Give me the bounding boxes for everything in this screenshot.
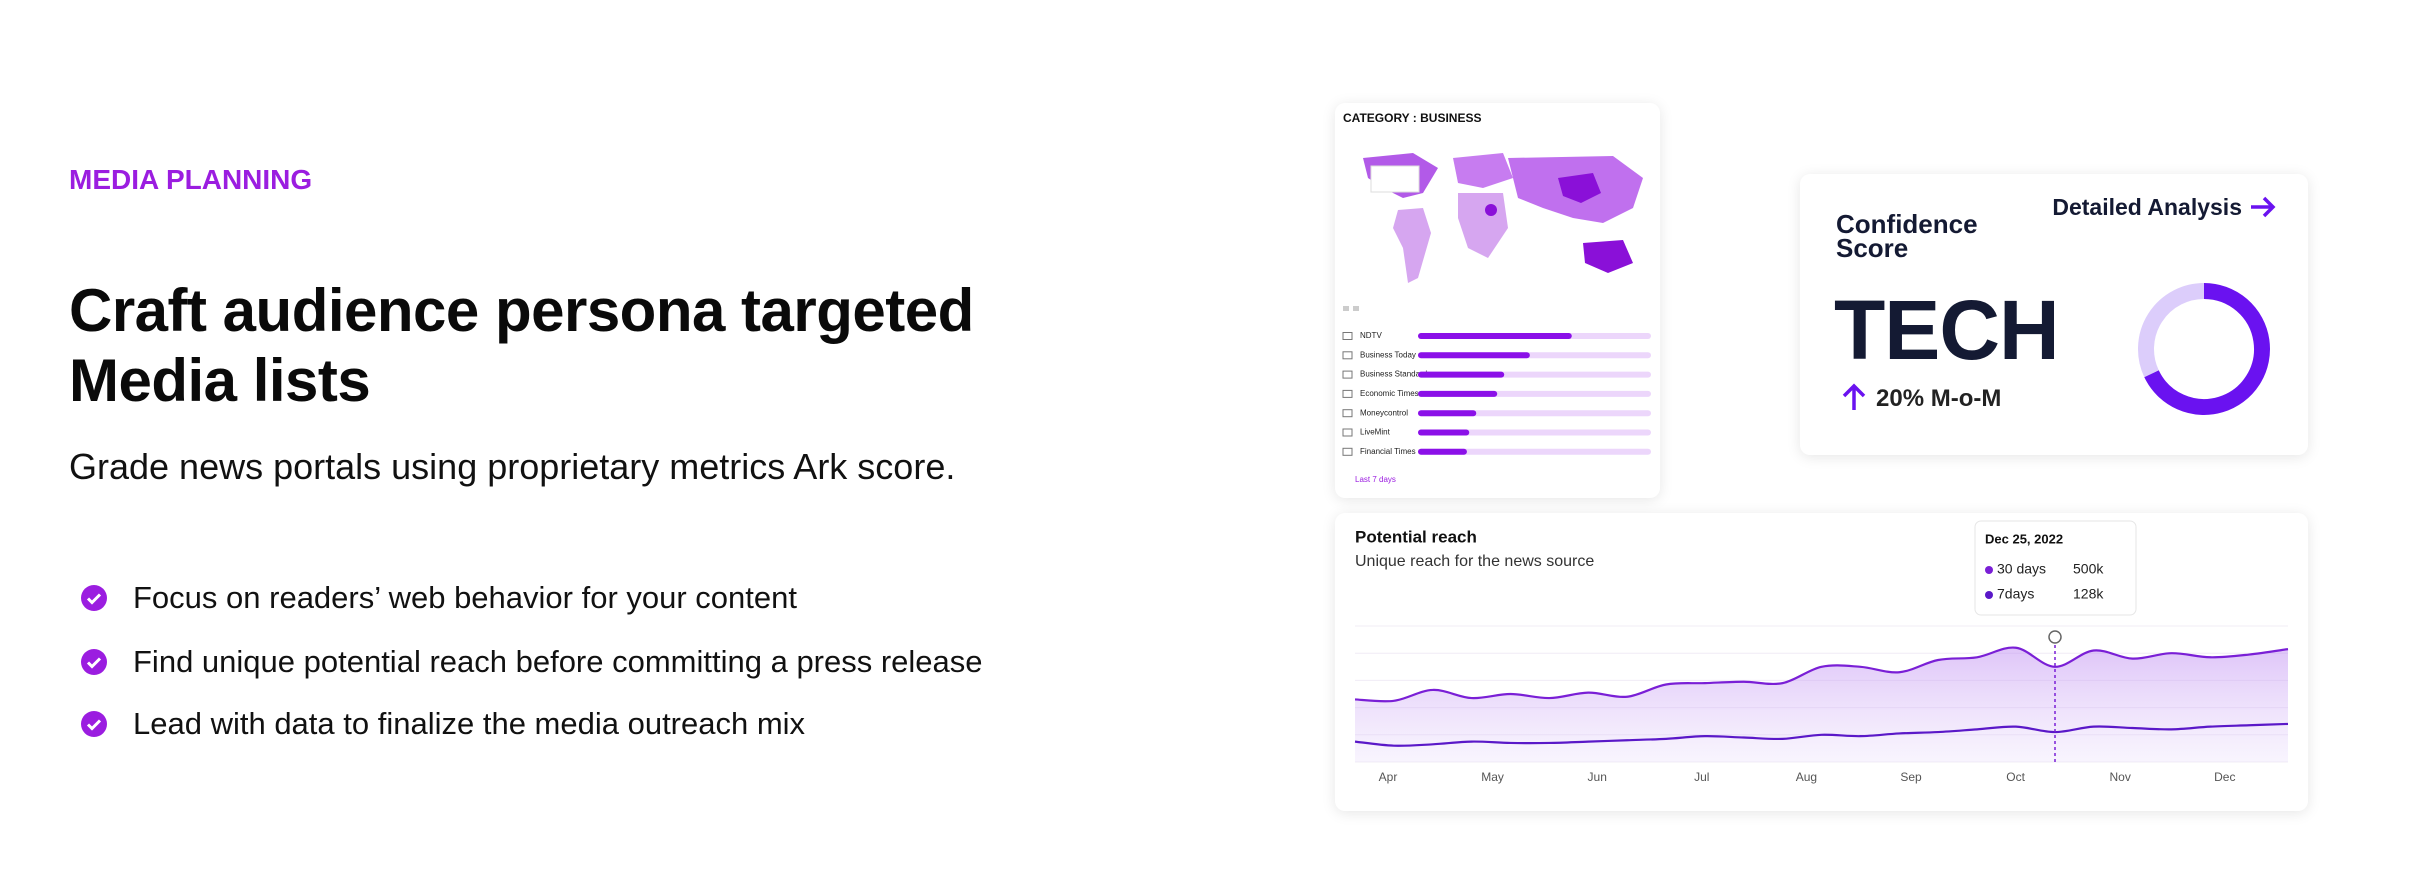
world-map [1363,153,1643,283]
tooltip [1974,520,2137,616]
card-title: CATEGORY : BUSINESS [1343,111,1481,125]
feature-text: Focus on readers’ web behavior for your … [133,580,797,615]
bar-track [1418,448,1651,455]
reach-card: Potential reach Unique reach for the new… [1335,513,2308,811]
confidence-card: Confidence Score Detailed Analysis TECH … [1800,174,2308,455]
row-label: Business Today [1360,350,1416,359]
row-icon [1342,428,1353,437]
row-label: LiveMint [1360,428,1391,437]
bar [1418,410,1477,417]
bar [1418,429,1470,436]
x-tick-label: Jul [1694,770,1709,784]
bar-chart: CATEGORY : BUSINESS Last 7 days NDTV Busi… [1342,111,1651,484]
footer-link[interactable]: Last 7 days [1355,475,1396,484]
bar [1418,352,1530,359]
hover-marker [2048,630,2062,644]
donut-segment [2138,283,2205,378]
bar-track [1418,429,1651,436]
feature-text: Find unique potential reach before commi… [133,644,983,679]
row-label: Business Standard [1360,370,1427,379]
x-tick-label: Nov [2110,770,2131,784]
x-tick-label: Sep [1900,770,1922,784]
category-card: CATEGORY : BUSINESS Last 7 days NDTV Busi… [1335,103,1660,498]
arrow-icon[interactable] [2248,194,2278,220]
bar [1418,390,1498,397]
link[interactable]: Detailed Analysis [2052,194,2242,220]
row-label: Financial Times [1360,447,1416,456]
feature: Lead with data to finalize the media out… [81,706,805,742]
tooltip-dot [1985,591,1993,599]
x-tick-label: Jun [1588,770,1607,784]
row-label: Moneycontrol [1360,408,1408,417]
tooltip-name: 30 days [1997,561,2046,577]
x-tick-label: Oct [2006,770,2025,784]
area [1355,647,2288,762]
card-title: Confidence Score [1836,209,1978,263]
row-icon [1342,332,1353,340]
headline: Craft audience persona targeted Media li… [69,276,974,416]
bar [1418,448,1467,455]
score: TECH [1834,283,2060,377]
subheadline: Grade news portals using proprietary met… [69,446,956,487]
feature: Focus on readers’ web behavior for your … [81,580,797,616]
bar-track [1418,410,1651,417]
feature: Find unique potential reach before commi… [81,644,983,680]
headline-line: Media lists [69,347,371,414]
bar [1418,333,1572,339]
row-icon [1342,389,1353,398]
row-icon [1342,370,1353,379]
eyebrow: MEDIA PLANNING [69,164,313,195]
donut-segment [2144,283,2270,415]
headline-line: Craft audience persona targeted [69,277,974,344]
tooltip-value: 500k [2073,561,2104,577]
line [1354,722,2289,747]
tooltip-date: Dec 25, 2022 [1985,531,2063,546]
tooltip-dot [1985,566,1993,574]
feature-text: Lead with data to finalize the media out… [133,706,806,741]
row-icon [1342,351,1353,360]
row-icon [1342,409,1353,418]
row-icon [1342,447,1353,456]
map-control[interactable] [1343,306,1349,311]
donut-chart [2138,283,2270,415]
chart-subtitle: Unique reach for the news source [1355,553,1594,570]
tooltip-name: 7days [1997,586,2034,602]
change: 20% M-o-M [1876,385,2002,412]
x-tick-label: May [1481,770,1504,784]
check-icon [81,649,107,675]
row-label: Economic Times [1360,389,1419,398]
up-arrow [1842,383,1866,410]
line-chart: Potential reach Unique reach for the new… [1354,520,2289,784]
x-tick-label: Dec [2214,770,2235,784]
line [1354,646,2289,703]
map-control[interactable] [1353,306,1359,311]
row-label: NDTV [1360,331,1382,340]
check-icon [81,711,107,737]
bar [1418,371,1505,378]
x-tick-label: Aug [1796,770,1817,784]
x-tick-label: Apr [1379,770,1398,784]
chart-title: Potential reach [1355,527,1477,546]
tooltip-value: 128k [2073,586,2104,602]
check-icon [81,585,107,611]
